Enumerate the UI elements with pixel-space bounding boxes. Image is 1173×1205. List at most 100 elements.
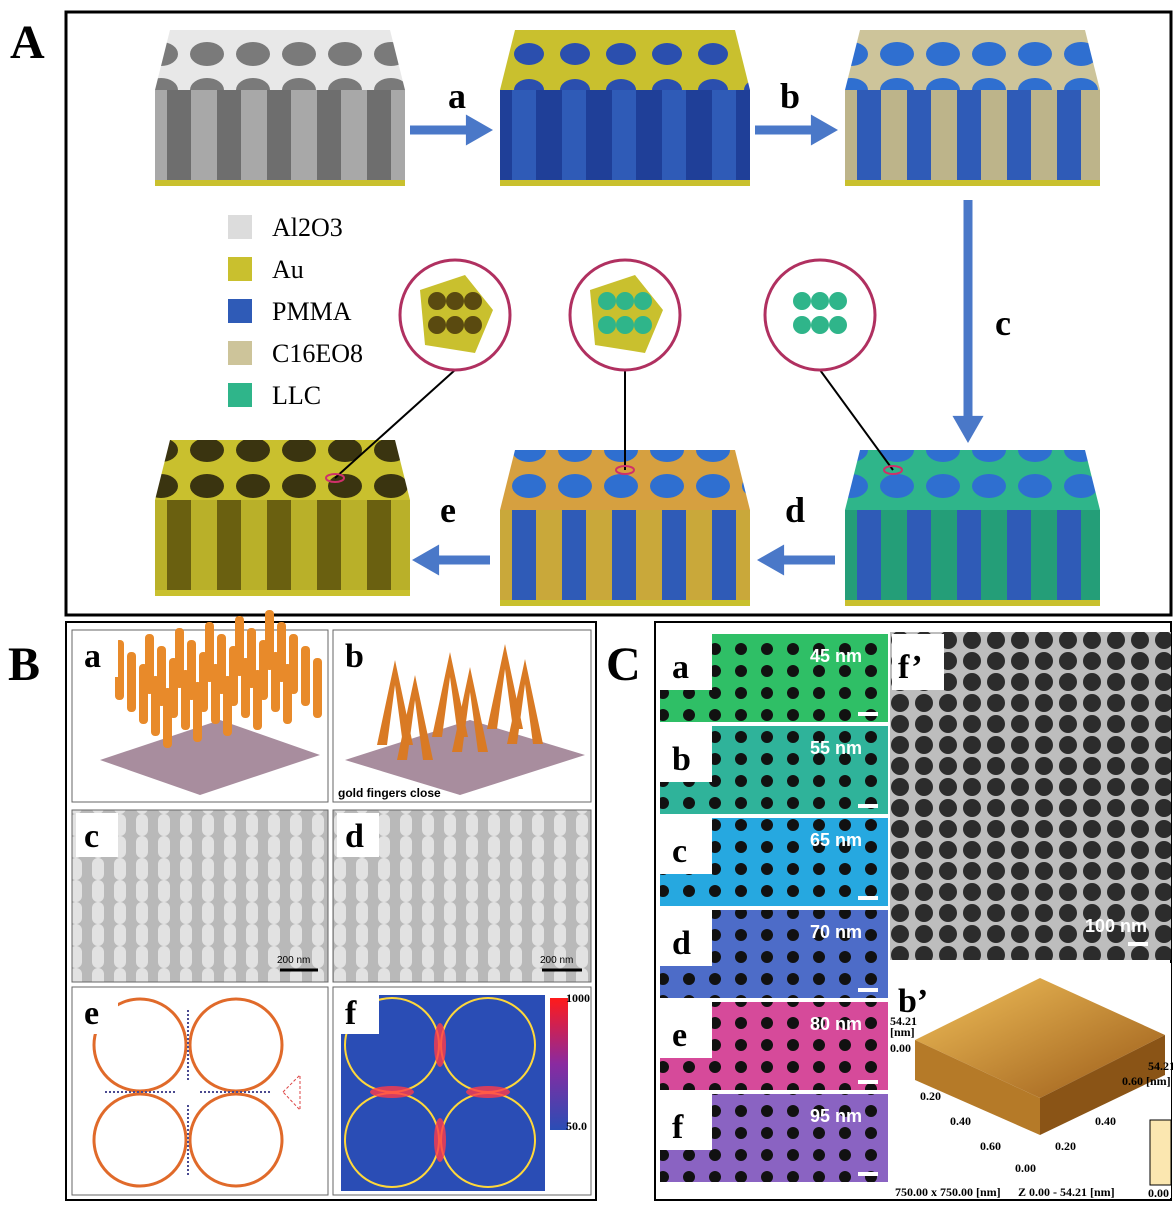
step-label: b: [780, 76, 800, 116]
legend-swatch: [228, 383, 252, 407]
label-box: [660, 1002, 712, 1058]
arrow-head: [465, 114, 493, 146]
subpanel-label: a: [672, 649, 689, 686]
arrow-head: [757, 544, 785, 576]
label-box: [337, 813, 379, 857]
panel-a-frame: [64, 10, 1173, 617]
block-base: [500, 180, 750, 186]
block-stripe: [267, 90, 291, 185]
label-box: [660, 910, 712, 966]
block-stripe: [562, 90, 586, 185]
block-stripe: [1057, 510, 1081, 605]
legend-label: C16EO8: [272, 339, 363, 368]
legend-label: PMMA: [272, 297, 352, 326]
y-tick-label: 0.20: [1055, 1139, 1076, 1153]
panel-b-frame: [65, 621, 597, 1201]
process-blocks: [155, 30, 1100, 606]
block-stripe: [1007, 510, 1031, 605]
block-stripe: [662, 510, 686, 605]
afm-side: [915, 1040, 1040, 1135]
label-box: [892, 634, 944, 690]
subpanel-label: b: [672, 741, 691, 778]
block-stripe: [317, 90, 341, 185]
block-stripe: [217, 500, 241, 595]
subpanel-labels: a b c d e f: [76, 633, 379, 1034]
zoom-pore: [793, 316, 811, 334]
x-tick-label: 0.40: [950, 1114, 971, 1128]
afm-footer: Z 0.00 - 54.21 [nm]: [1018, 1185, 1115, 1199]
scale-bar-label: 200 nm: [277, 955, 310, 966]
zoom-pore: [634, 316, 652, 334]
nanorod: [127, 652, 136, 712]
label-box: [76, 813, 118, 857]
block-stripe: [317, 500, 341, 595]
block-stripe: [662, 90, 686, 185]
z-axis-label: [nm]: [890, 1025, 915, 1039]
nanorod-bundles: [377, 644, 543, 760]
size-label: 80 nm: [810, 1014, 862, 1034]
block-stripe: [267, 500, 291, 595]
z-colorbar: [1149, 1119, 1172, 1186]
block-stripe: [562, 510, 586, 605]
legend-swatch: [228, 341, 252, 365]
subpanel-label: e: [672, 1017, 687, 1054]
zoom-pore: [793, 292, 811, 310]
z-scale-label: 0.00: [1148, 1186, 1169, 1200]
block-stripe: [167, 90, 191, 185]
block-stripe: [367, 90, 391, 185]
block-stripe: [907, 510, 931, 605]
block-stripe: [612, 90, 636, 185]
block-base: [500, 600, 750, 606]
colorbar: [550, 998, 568, 1130]
subpanel-label: e: [84, 995, 99, 1032]
nanorod-bundle: [452, 667, 488, 752]
step-label: e: [440, 490, 456, 530]
nanorod: [223, 676, 232, 736]
y-tick-label: 0.40: [1095, 1114, 1116, 1128]
colorbar-label: 50.0: [566, 1119, 587, 1133]
block-top: [155, 440, 410, 500]
arrow-head: [412, 544, 440, 576]
block-top: [155, 30, 405, 90]
block-stripe: [712, 90, 736, 185]
block-stripe: [167, 500, 191, 595]
nanorod: [139, 664, 148, 724]
nanorod-bundle: [397, 675, 433, 760]
step-label: a: [448, 76, 466, 116]
block-top: [500, 450, 750, 510]
size-label: 45 nm: [810, 646, 862, 666]
block-stripe: [857, 90, 881, 185]
block-stripe: [612, 510, 636, 605]
zoom-pore: [829, 292, 847, 310]
nanorod: [301, 646, 310, 706]
legend-label: LLC: [272, 381, 321, 410]
label-box: [660, 818, 712, 874]
nanorod: [271, 652, 280, 712]
zoom-pore: [464, 292, 482, 310]
nanorod: [211, 664, 220, 724]
y-tick-label: 0.00: [1015, 1161, 1036, 1175]
zoom-pore: [811, 316, 829, 334]
zoom-spot: [883, 465, 903, 475]
zoom-pore: [446, 316, 464, 334]
size-label: 65 nm: [810, 830, 862, 850]
subpanel-label: b’: [898, 983, 928, 1020]
micrograph-rows: a 45 nm b 55 nm c 65 nm d 70 nm e 80 nm f 95 nm: [660, 634, 888, 1182]
zoom-pore: [634, 292, 652, 310]
nanorod: [181, 670, 190, 730]
zoom-pore: [829, 316, 847, 334]
label-box: [76, 990, 118, 1034]
nanoparticle-schematic: [92, 997, 284, 1188]
afm-surface: [915, 978, 1165, 1098]
nanorod: [241, 658, 250, 718]
zoom-line: [819, 369, 894, 471]
legend-swatch: [228, 215, 252, 239]
block-top: [845, 30, 1100, 90]
nanorod: [313, 658, 322, 718]
colorbar-label: 1000: [566, 991, 590, 1005]
substrate: [345, 720, 585, 795]
block-top: [500, 30, 750, 90]
zoom-pore: [811, 292, 829, 310]
y-tick-label: 0.60 [nm]: [1122, 1074, 1171, 1088]
